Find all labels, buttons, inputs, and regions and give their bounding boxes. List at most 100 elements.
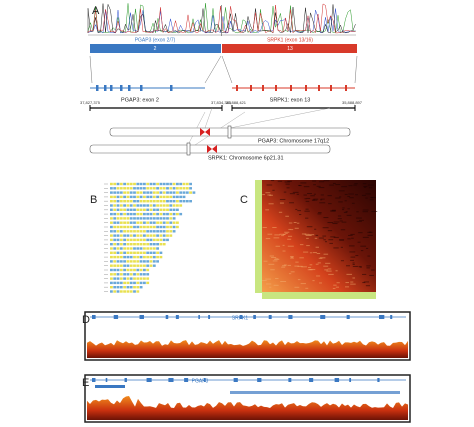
read: [126, 255, 130, 259]
cell: [333, 247, 339, 249]
cell: [300, 283, 306, 285]
read: [152, 243, 156, 246]
cell: [305, 234, 312, 236]
read: [133, 200, 136, 203]
read: [146, 212, 150, 216]
cell: [289, 202, 294, 204]
exon: [208, 315, 211, 319]
read: [152, 230, 156, 233]
read: [152, 234, 156, 237]
cell: [323, 253, 329, 255]
read: [139, 212, 143, 216]
read: [110, 243, 113, 246]
read: [136, 217, 140, 220]
read: [136, 268, 140, 272]
read: [126, 225, 130, 229]
read: [162, 221, 166, 224]
read: [139, 255, 143, 259]
cell: [345, 211, 348, 213]
read: [129, 212, 133, 216]
read: [126, 234, 130, 237]
read: [162, 208, 166, 211]
read: [129, 234, 133, 237]
cell: [335, 184, 341, 186]
read: [110, 255, 113, 259]
read: [152, 200, 156, 203]
exon-label: PGAP3 (exon 2/7): [135, 37, 176, 43]
cell: [349, 251, 356, 253]
cell: [339, 196, 342, 198]
read: [169, 187, 173, 190]
read: [136, 195, 140, 199]
cell: [324, 269, 328, 271]
read: [152, 221, 156, 224]
read: [123, 268, 126, 272]
read: [162, 191, 166, 194]
read: [169, 212, 173, 216]
read: [146, 281, 150, 285]
read: [179, 204, 183, 207]
read: [136, 191, 140, 194]
read: [110, 260, 113, 263]
read: [133, 208, 136, 211]
cell: [317, 262, 321, 264]
cell: [269, 255, 274, 257]
read: [116, 204, 120, 207]
read: [172, 204, 176, 207]
read: [126, 187, 130, 190]
read: [159, 217, 163, 220]
cell: [325, 262, 331, 264]
cell: [336, 282, 340, 284]
read: [166, 230, 169, 233]
read: [169, 195, 173, 199]
read: [113, 255, 117, 259]
cell: [369, 199, 374, 201]
cell: [270, 269, 275, 271]
cell: [268, 263, 275, 265]
read: [182, 182, 186, 186]
connector: [354, 55, 358, 84]
cell: [273, 237, 280, 239]
cell: [299, 257, 304, 259]
exon-number: 2: [154, 46, 157, 52]
cell: [304, 198, 307, 200]
exon: [92, 378, 96, 382]
cell: [333, 284, 337, 286]
read: [189, 200, 192, 203]
read: [166, 221, 169, 224]
read: [119, 260, 123, 263]
read: [143, 187, 146, 190]
cell: [363, 186, 368, 188]
cell: [341, 186, 348, 188]
coverage: [87, 396, 408, 420]
read: [119, 255, 123, 259]
cell: [316, 185, 321, 187]
read: [146, 208, 150, 211]
read: [162, 238, 166, 242]
cell: [307, 193, 312, 195]
read: [189, 191, 192, 194]
read: [146, 182, 150, 186]
cell: [333, 182, 336, 184]
cell: [282, 244, 285, 246]
cell: [306, 245, 310, 247]
read: [123, 208, 126, 211]
cell: [293, 221, 297, 223]
exon: [95, 385, 125, 388]
read: [126, 195, 130, 199]
cell: [299, 214, 302, 216]
cell: [347, 238, 351, 240]
coord: 35,888,897: [342, 100, 363, 105]
read: [179, 212, 183, 216]
exon-number: 13: [287, 46, 293, 52]
exon: [250, 85, 252, 91]
cell: [335, 197, 341, 199]
cell: [305, 200, 310, 202]
cell: [269, 286, 272, 288]
read: [116, 221, 120, 224]
read: [172, 208, 176, 211]
read: [126, 200, 130, 203]
read: [126, 251, 130, 254]
read: [110, 208, 113, 211]
cell: [265, 192, 271, 194]
